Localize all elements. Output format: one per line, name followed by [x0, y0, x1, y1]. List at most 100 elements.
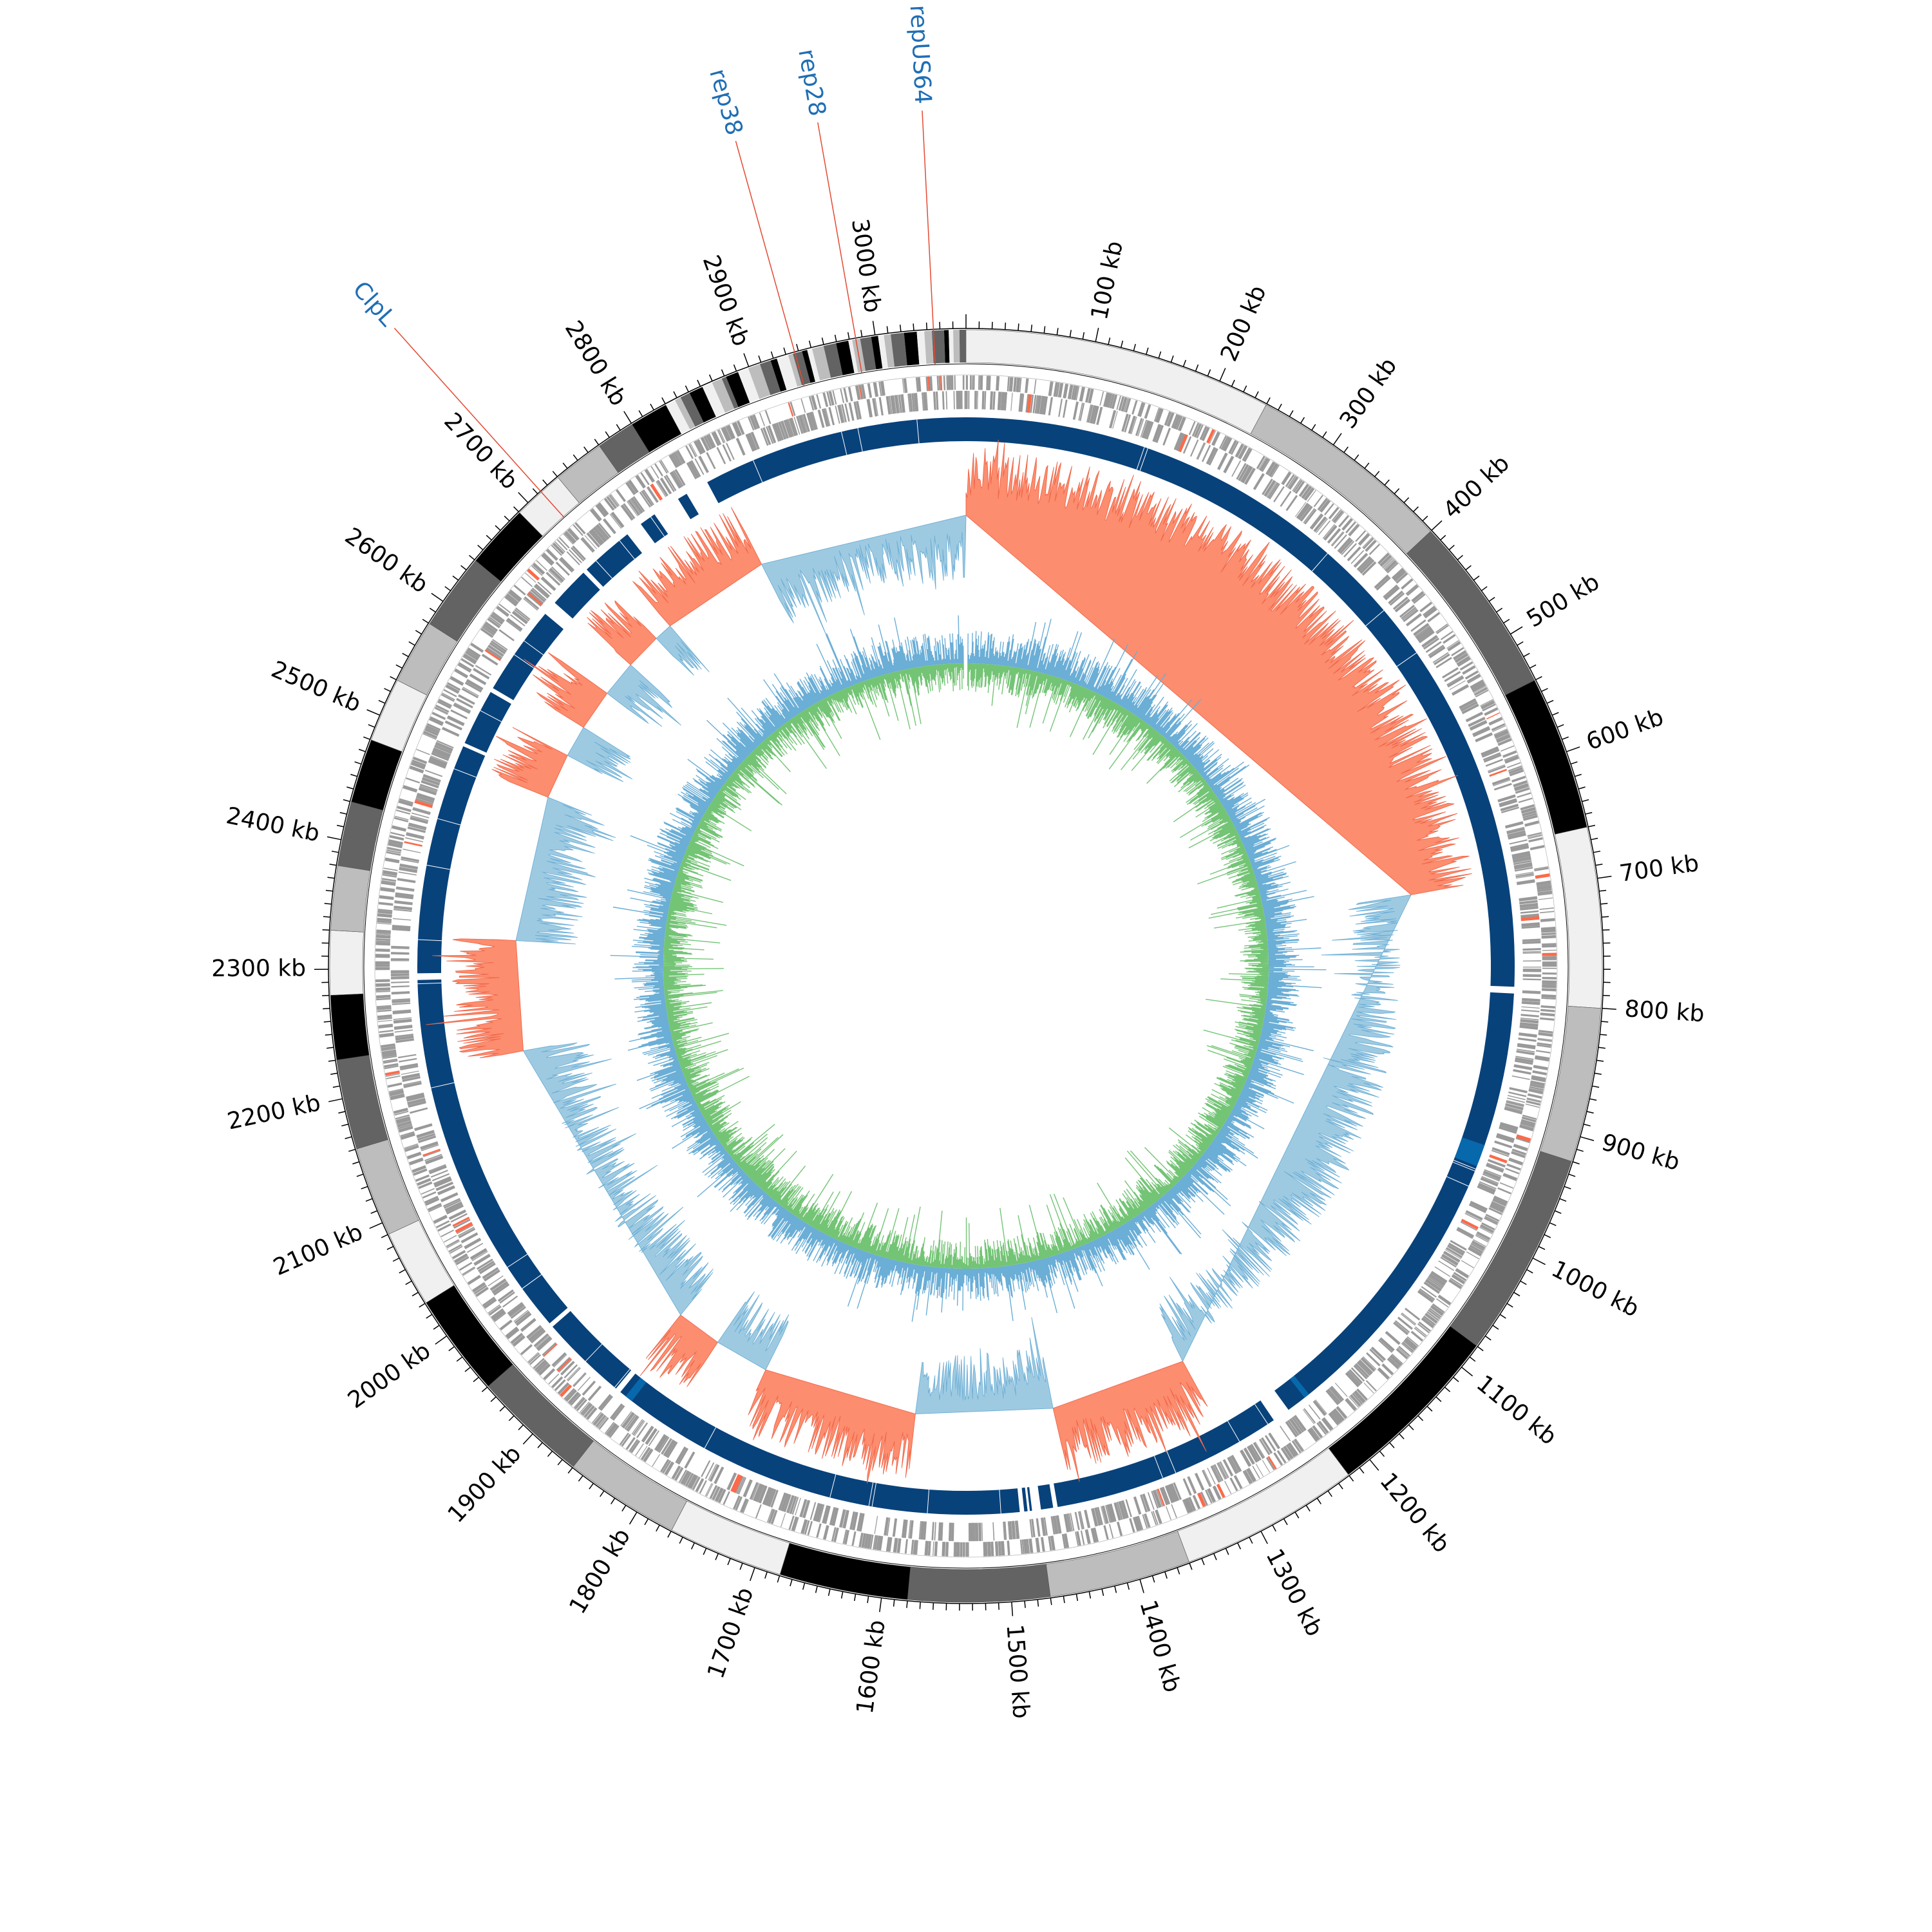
blast-separator — [871, 1482, 876, 1507]
gc-skew-positive-region — [1052, 1361, 1208, 1482]
blast-separator — [999, 1490, 1001, 1514]
blast-separator — [1139, 448, 1148, 471]
gc-skew-negative-region — [717, 1291, 790, 1370]
gc-skew-negative-region — [523, 1042, 714, 1316]
small-contig-segment — [904, 331, 920, 366]
small-contig-segment — [738, 368, 760, 403]
blast-separator — [868, 1482, 874, 1506]
tick-label: 1700 kb — [703, 1584, 759, 1682]
gc-skew-negative-region — [914, 1317, 1054, 1415]
blast-separator — [524, 640, 544, 656]
blast-separator — [426, 864, 450, 870]
blast-separator — [514, 654, 535, 668]
tick-label: 1800 kb — [564, 1524, 636, 1619]
gc-skew-negative-region — [1159, 894, 1412, 1362]
blast-separator — [1227, 1421, 1240, 1442]
blast-separator — [596, 560, 612, 579]
blast-separator — [437, 818, 461, 826]
small-contig-segment — [949, 330, 954, 363]
gene-track-outline — [374, 374, 1558, 1558]
blast-separator — [650, 516, 665, 537]
gc-content-above — [610, 615, 1327, 1322]
contig-segment-track — [329, 329, 1603, 1603]
blast-separator — [614, 1368, 630, 1388]
gene-label: rep38 — [704, 66, 748, 138]
blast-separator — [619, 540, 635, 560]
gc-skew-track — [426, 439, 1472, 1484]
tick-label: 600 kb — [1583, 704, 1667, 755]
blast-hit-block — [1027, 1487, 1032, 1511]
blast-separator — [453, 768, 477, 778]
blast-hit-block — [1037, 1484, 1054, 1510]
gene-label: ClpL — [347, 276, 401, 331]
tick-label: 1500 kb — [1001, 1624, 1034, 1719]
gc-skew-positive-region — [748, 1369, 916, 1484]
gene-label: rep28 — [793, 47, 831, 118]
small-contig-segment — [823, 343, 843, 378]
blast-separator — [916, 419, 920, 444]
contig-segment — [1555, 827, 1603, 1009]
small-contig-segment — [959, 330, 966, 363]
small-contig-segment — [924, 330, 934, 365]
blast-separator — [752, 460, 763, 483]
blast-separator — [1136, 447, 1145, 470]
small-contig-segment — [884, 334, 895, 368]
blast-separator — [704, 1427, 717, 1449]
tick-label: 300 kb — [1335, 353, 1403, 433]
contig-segment — [631, 404, 682, 453]
tick-label: 1600 kb — [852, 1618, 891, 1716]
gene-label-leader — [735, 140, 805, 386]
small-contig-segment — [802, 350, 816, 383]
tick-label: 1100 kb — [1472, 1370, 1562, 1450]
small-contig-segment — [943, 330, 950, 363]
tick-label: 800 kb — [1624, 996, 1705, 1027]
tick-label: 2700 kb — [439, 408, 523, 495]
gc-content-track — [610, 615, 1327, 1322]
blast-hit-block — [464, 692, 511, 753]
gene-label-leader — [922, 110, 936, 365]
tick-label: 700 kb — [1618, 850, 1700, 887]
gc-skew-negative-region — [515, 797, 616, 945]
blast-hit-block-alt — [1290, 1376, 1309, 1398]
gene-label: repUS64 — [905, 5, 936, 105]
blast-separator — [927, 1489, 930, 1513]
blast-separator — [507, 1254, 528, 1268]
blast-hit-block — [417, 979, 568, 1323]
gc-skew-negative-region — [607, 664, 681, 727]
contig-segment — [336, 1055, 388, 1150]
contig-segment — [388, 1220, 455, 1303]
blast-hit-block — [640, 514, 668, 544]
gene-feature-track — [374, 374, 1558, 1558]
blast-separator — [463, 745, 486, 756]
blast-hit-block — [1021, 1487, 1028, 1512]
gc-skew-negative-region — [656, 625, 710, 676]
contig-segment — [330, 865, 371, 933]
blast-separator — [417, 939, 442, 942]
contig-segment — [1540, 1005, 1602, 1162]
tick-label: 1400 kb — [1134, 1597, 1185, 1695]
gc-skew-positive-region — [639, 1314, 718, 1387]
blast-separator — [1365, 610, 1385, 627]
blast-separator — [1153, 1455, 1164, 1479]
gc-skew-negative-region — [761, 515, 967, 638]
small-contig-segment — [916, 331, 927, 365]
tick-label: 2600 kb — [340, 523, 433, 599]
blast-separator — [1446, 1176, 1469, 1187]
blast-separator — [585, 1343, 603, 1362]
blast-hit-block-alt — [1454, 1137, 1485, 1166]
tick-label: 2900 kb — [697, 252, 755, 350]
tick-label: 400 kb — [1438, 450, 1514, 524]
tick-label: 2000 kb — [343, 1338, 435, 1414]
small-contig-segment — [726, 372, 750, 408]
small-contig-segment — [712, 378, 735, 413]
tick-label: 200 kb — [1216, 281, 1272, 365]
gc-skew-positive-region — [491, 727, 568, 798]
small-contig-segment — [759, 360, 781, 395]
gc-skew-positive-region — [965, 439, 1472, 895]
tick-label: 900 kb — [1598, 1129, 1682, 1176]
contig-segment — [907, 1564, 1051, 1603]
blast-separator — [1396, 652, 1417, 667]
small-contig-segment — [721, 376, 739, 409]
blast-hit-block — [1274, 992, 1514, 1410]
